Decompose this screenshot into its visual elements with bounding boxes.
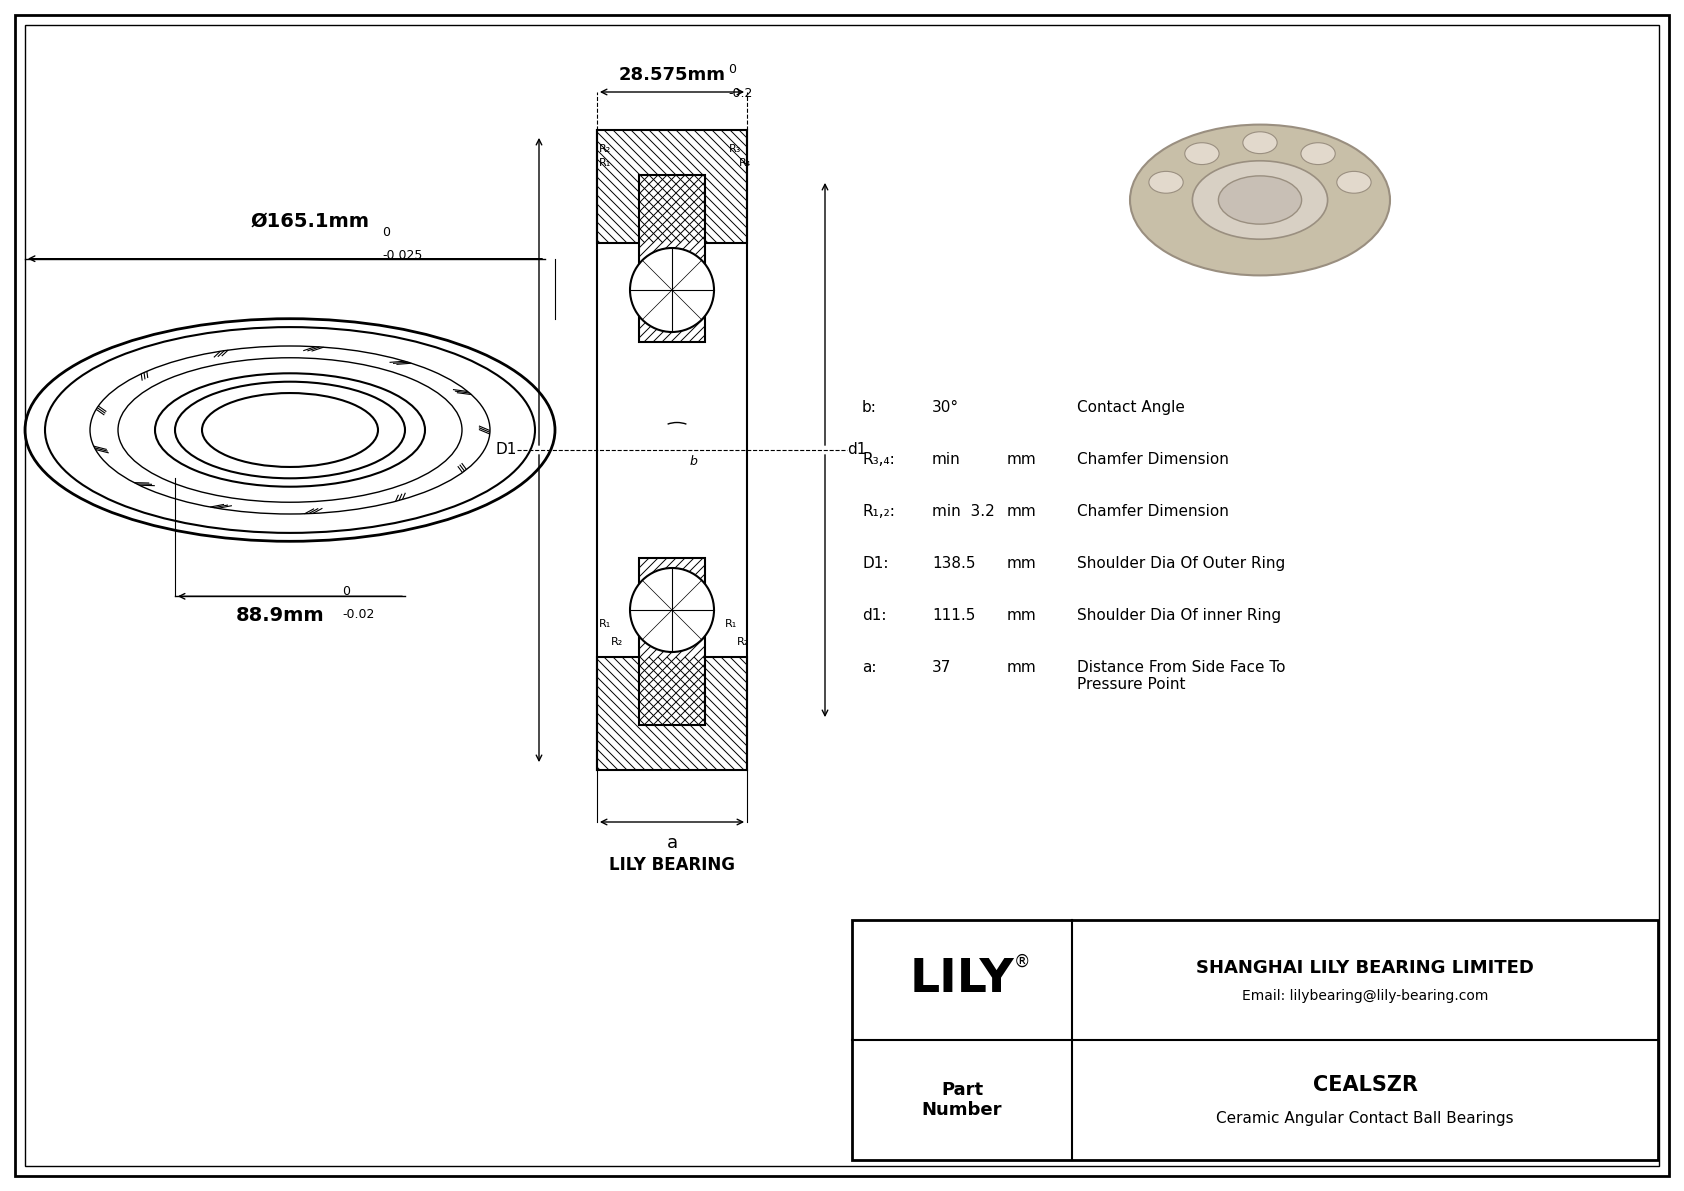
Text: 37: 37 xyxy=(931,660,951,675)
Text: LILY: LILY xyxy=(909,958,1014,1003)
Ellipse shape xyxy=(1243,132,1276,154)
Text: min  3.2: min 3.2 xyxy=(931,504,995,519)
Text: Chamfer Dimension: Chamfer Dimension xyxy=(1078,504,1229,519)
Text: min: min xyxy=(931,453,962,467)
Text: 138.5: 138.5 xyxy=(931,556,975,570)
Text: 88.9mm: 88.9mm xyxy=(236,606,325,625)
Text: a: a xyxy=(667,834,677,852)
Text: Shoulder Dia Of inner Ring: Shoulder Dia Of inner Ring xyxy=(1078,607,1282,623)
Text: Part
Number: Part Number xyxy=(921,1080,1002,1120)
Text: 30°: 30° xyxy=(931,400,960,414)
Text: D1: D1 xyxy=(495,443,517,457)
Text: R₃: R₃ xyxy=(729,144,741,154)
Text: 111.5: 111.5 xyxy=(931,607,975,623)
Text: R₁: R₁ xyxy=(600,619,611,629)
Text: -0.2: -0.2 xyxy=(727,87,753,100)
Text: Ø165.1mm: Ø165.1mm xyxy=(251,212,369,231)
Ellipse shape xyxy=(1148,172,1184,193)
Text: R₂: R₂ xyxy=(738,637,749,647)
Text: R₁: R₁ xyxy=(600,158,611,168)
Bar xyxy=(638,559,706,725)
Text: R₂: R₂ xyxy=(600,144,611,154)
Text: 0: 0 xyxy=(727,63,736,76)
Text: Distance From Side Face To
Pressure Point: Distance From Side Face To Pressure Poin… xyxy=(1078,660,1285,692)
Text: Email: lilybearing@lily-bearing.com: Email: lilybearing@lily-bearing.com xyxy=(1241,989,1489,1003)
Text: LILY BEARING: LILY BEARING xyxy=(610,856,734,874)
Text: b:: b: xyxy=(862,400,877,414)
Ellipse shape xyxy=(1337,172,1371,193)
Text: mm: mm xyxy=(1007,504,1037,519)
Bar xyxy=(598,130,748,243)
Text: Chamfer Dimension: Chamfer Dimension xyxy=(1078,453,1229,467)
Text: mm: mm xyxy=(1007,607,1037,623)
Text: d1: d1 xyxy=(847,443,866,457)
Ellipse shape xyxy=(1302,143,1335,164)
Text: mm: mm xyxy=(1007,660,1037,675)
Bar xyxy=(852,919,1659,1160)
Text: a:: a: xyxy=(862,660,876,675)
Text: 28.575mm: 28.575mm xyxy=(618,66,726,85)
Text: ®: ® xyxy=(1014,953,1031,971)
Text: R₁: R₁ xyxy=(726,619,738,629)
Text: b: b xyxy=(690,455,697,468)
Text: SHANGHAI LILY BEARING LIMITED: SHANGHAI LILY BEARING LIMITED xyxy=(1196,959,1534,977)
Text: D1:: D1: xyxy=(862,556,889,570)
Text: CEALSZR: CEALSZR xyxy=(1312,1075,1418,1095)
Bar xyxy=(598,657,748,771)
Text: 0: 0 xyxy=(382,226,391,238)
Text: d1:: d1: xyxy=(862,607,886,623)
Circle shape xyxy=(630,568,714,651)
Text: Ceramic Angular Contact Ball Bearings: Ceramic Angular Contact Ball Bearings xyxy=(1216,1110,1514,1125)
Text: R₂: R₂ xyxy=(611,637,623,647)
Text: 0: 0 xyxy=(342,585,350,598)
Text: R₄: R₄ xyxy=(739,158,751,168)
Text: mm: mm xyxy=(1007,453,1037,467)
Text: R₁,₂:: R₁,₂: xyxy=(862,504,894,519)
Ellipse shape xyxy=(1219,176,1302,224)
Text: Contact Angle: Contact Angle xyxy=(1078,400,1186,414)
Text: -0.02: -0.02 xyxy=(342,609,374,622)
Text: -0.025: -0.025 xyxy=(382,249,423,262)
Circle shape xyxy=(630,248,714,332)
Text: mm: mm xyxy=(1007,556,1037,570)
Ellipse shape xyxy=(1192,161,1327,239)
Text: R₃,₄:: R₃,₄: xyxy=(862,453,894,467)
Text: Shoulder Dia Of Outer Ring: Shoulder Dia Of Outer Ring xyxy=(1078,556,1285,570)
Ellipse shape xyxy=(1130,125,1389,275)
Ellipse shape xyxy=(1186,143,1219,164)
Bar xyxy=(638,175,706,342)
